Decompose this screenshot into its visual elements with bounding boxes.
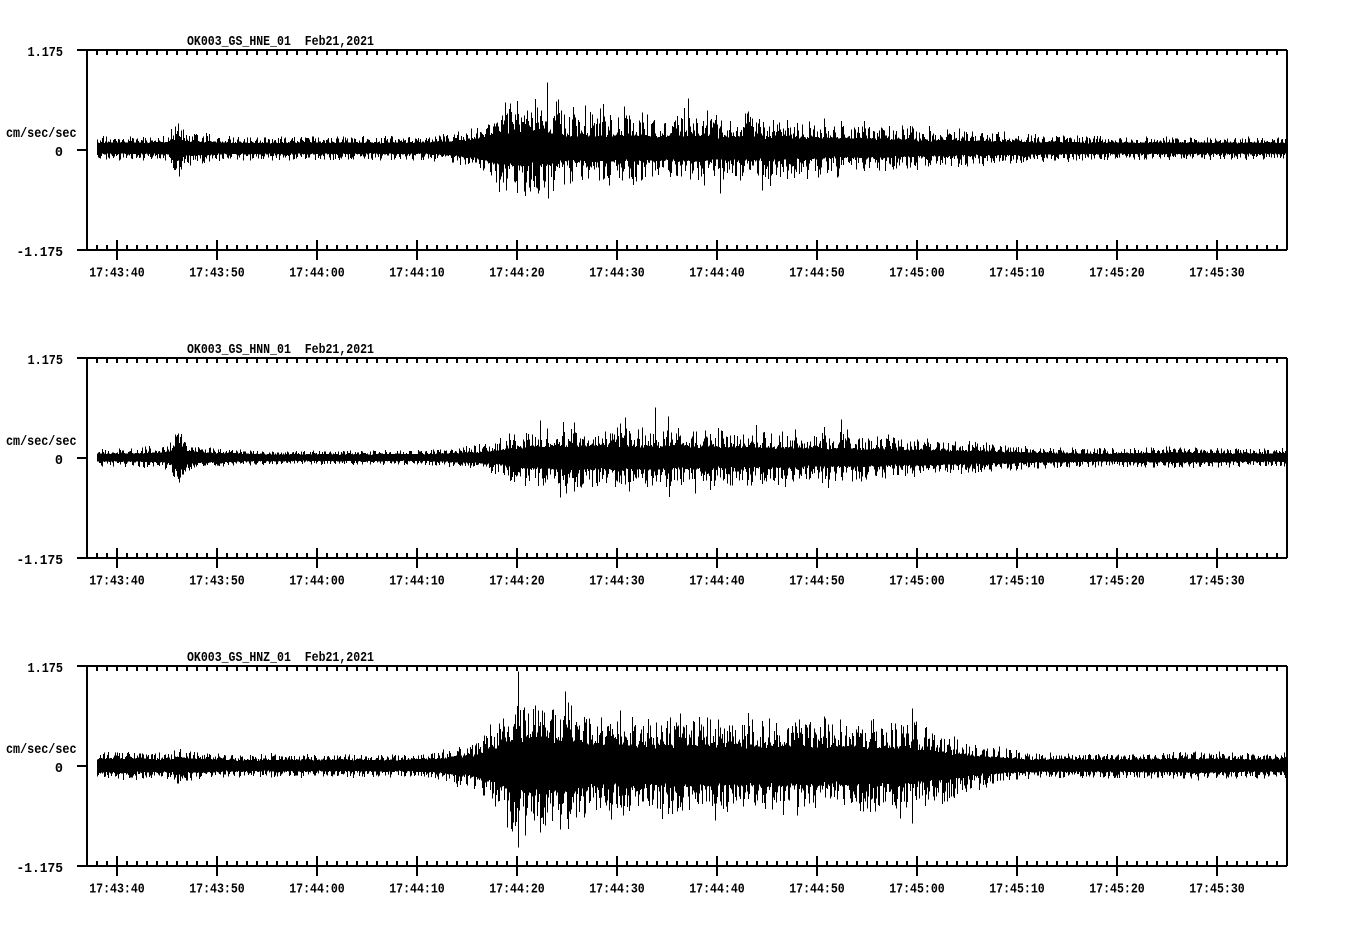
svg-text:17:44:10: 17:44:10: [389, 575, 445, 590]
svg-text:17:43:40: 17:43:40: [89, 267, 145, 282]
svg-text:cm/sec/sec: cm/sec/sec: [6, 435, 77, 450]
svg-text:17:45:20: 17:45:20: [1089, 575, 1145, 590]
svg-text:17:43:40: 17:43:40: [89, 575, 145, 590]
svg-text:OK003_GS_HNZ_01 Feb21,2021: OK003_GS_HNZ_01 Feb21,2021: [187, 651, 374, 666]
svg-text:17:44:30: 17:44:30: [589, 267, 645, 282]
svg-text:0: 0: [55, 146, 63, 161]
svg-text:-1.175: -1.175: [17, 862, 64, 877]
svg-text:cm/sec/sec: cm/sec/sec: [6, 743, 77, 758]
svg-text:0: 0: [55, 454, 63, 469]
svg-text:OK003_GS_HNN_01 Feb21,2021: OK003_GS_HNN_01 Feb21,2021: [187, 343, 374, 358]
svg-text:17:44:50: 17:44:50: [789, 267, 845, 282]
svg-text:17:44:10: 17:44:10: [389, 883, 445, 898]
svg-text:17:43:50: 17:43:50: [189, 575, 245, 590]
svg-text:17:44:40: 17:44:40: [689, 267, 745, 282]
svg-text:17:45:30: 17:45:30: [1189, 267, 1245, 282]
svg-text:17:44:10: 17:44:10: [389, 267, 445, 282]
svg-text:17:45:10: 17:45:10: [989, 575, 1045, 590]
svg-text:17:44:30: 17:44:30: [589, 883, 645, 898]
svg-text:17:44:00: 17:44:00: [289, 883, 345, 898]
svg-text:17:44:20: 17:44:20: [489, 883, 545, 898]
svg-text:17:44:00: 17:44:00: [289, 575, 345, 590]
svg-text:1.175: 1.175: [28, 662, 64, 677]
svg-text:17:45:20: 17:45:20: [1089, 267, 1145, 282]
svg-text:17:43:50: 17:43:50: [189, 267, 245, 282]
svg-text:17:44:20: 17:44:20: [489, 575, 545, 590]
svg-text:17:45:00: 17:45:00: [889, 883, 945, 898]
svg-text:17:45:00: 17:45:00: [889, 575, 945, 590]
svg-text:17:45:00: 17:45:00: [889, 267, 945, 282]
svg-text:17:44:30: 17:44:30: [589, 575, 645, 590]
svg-text:17:44:50: 17:44:50: [789, 883, 845, 898]
svg-text:-1.175: -1.175: [17, 246, 64, 261]
svg-text:17:45:30: 17:45:30: [1189, 883, 1245, 898]
svg-text:17:43:40: 17:43:40: [89, 883, 145, 898]
svg-text:17:44:00: 17:44:00: [289, 267, 345, 282]
svg-text:17:44:50: 17:44:50: [789, 575, 845, 590]
svg-text:17:44:40: 17:44:40: [689, 575, 745, 590]
svg-text:1.175: 1.175: [28, 46, 64, 61]
svg-text:-1.175: -1.175: [17, 554, 64, 569]
svg-text:17:45:20: 17:45:20: [1089, 883, 1145, 898]
svg-text:0: 0: [55, 762, 63, 777]
svg-text:1.175: 1.175: [28, 354, 64, 369]
svg-text:17:45:30: 17:45:30: [1189, 575, 1245, 590]
svg-text:17:45:10: 17:45:10: [989, 883, 1045, 898]
svg-text:cm/sec/sec: cm/sec/sec: [6, 127, 77, 142]
svg-text:17:45:10: 17:45:10: [989, 267, 1045, 282]
svg-text:17:44:20: 17:44:20: [489, 267, 545, 282]
svg-text:OK003_GS_HNE_01 Feb21,2021: OK003_GS_HNE_01 Feb21,2021: [187, 35, 374, 50]
svg-text:17:43:50: 17:43:50: [189, 883, 245, 898]
svg-text:17:44:40: 17:44:40: [689, 883, 745, 898]
